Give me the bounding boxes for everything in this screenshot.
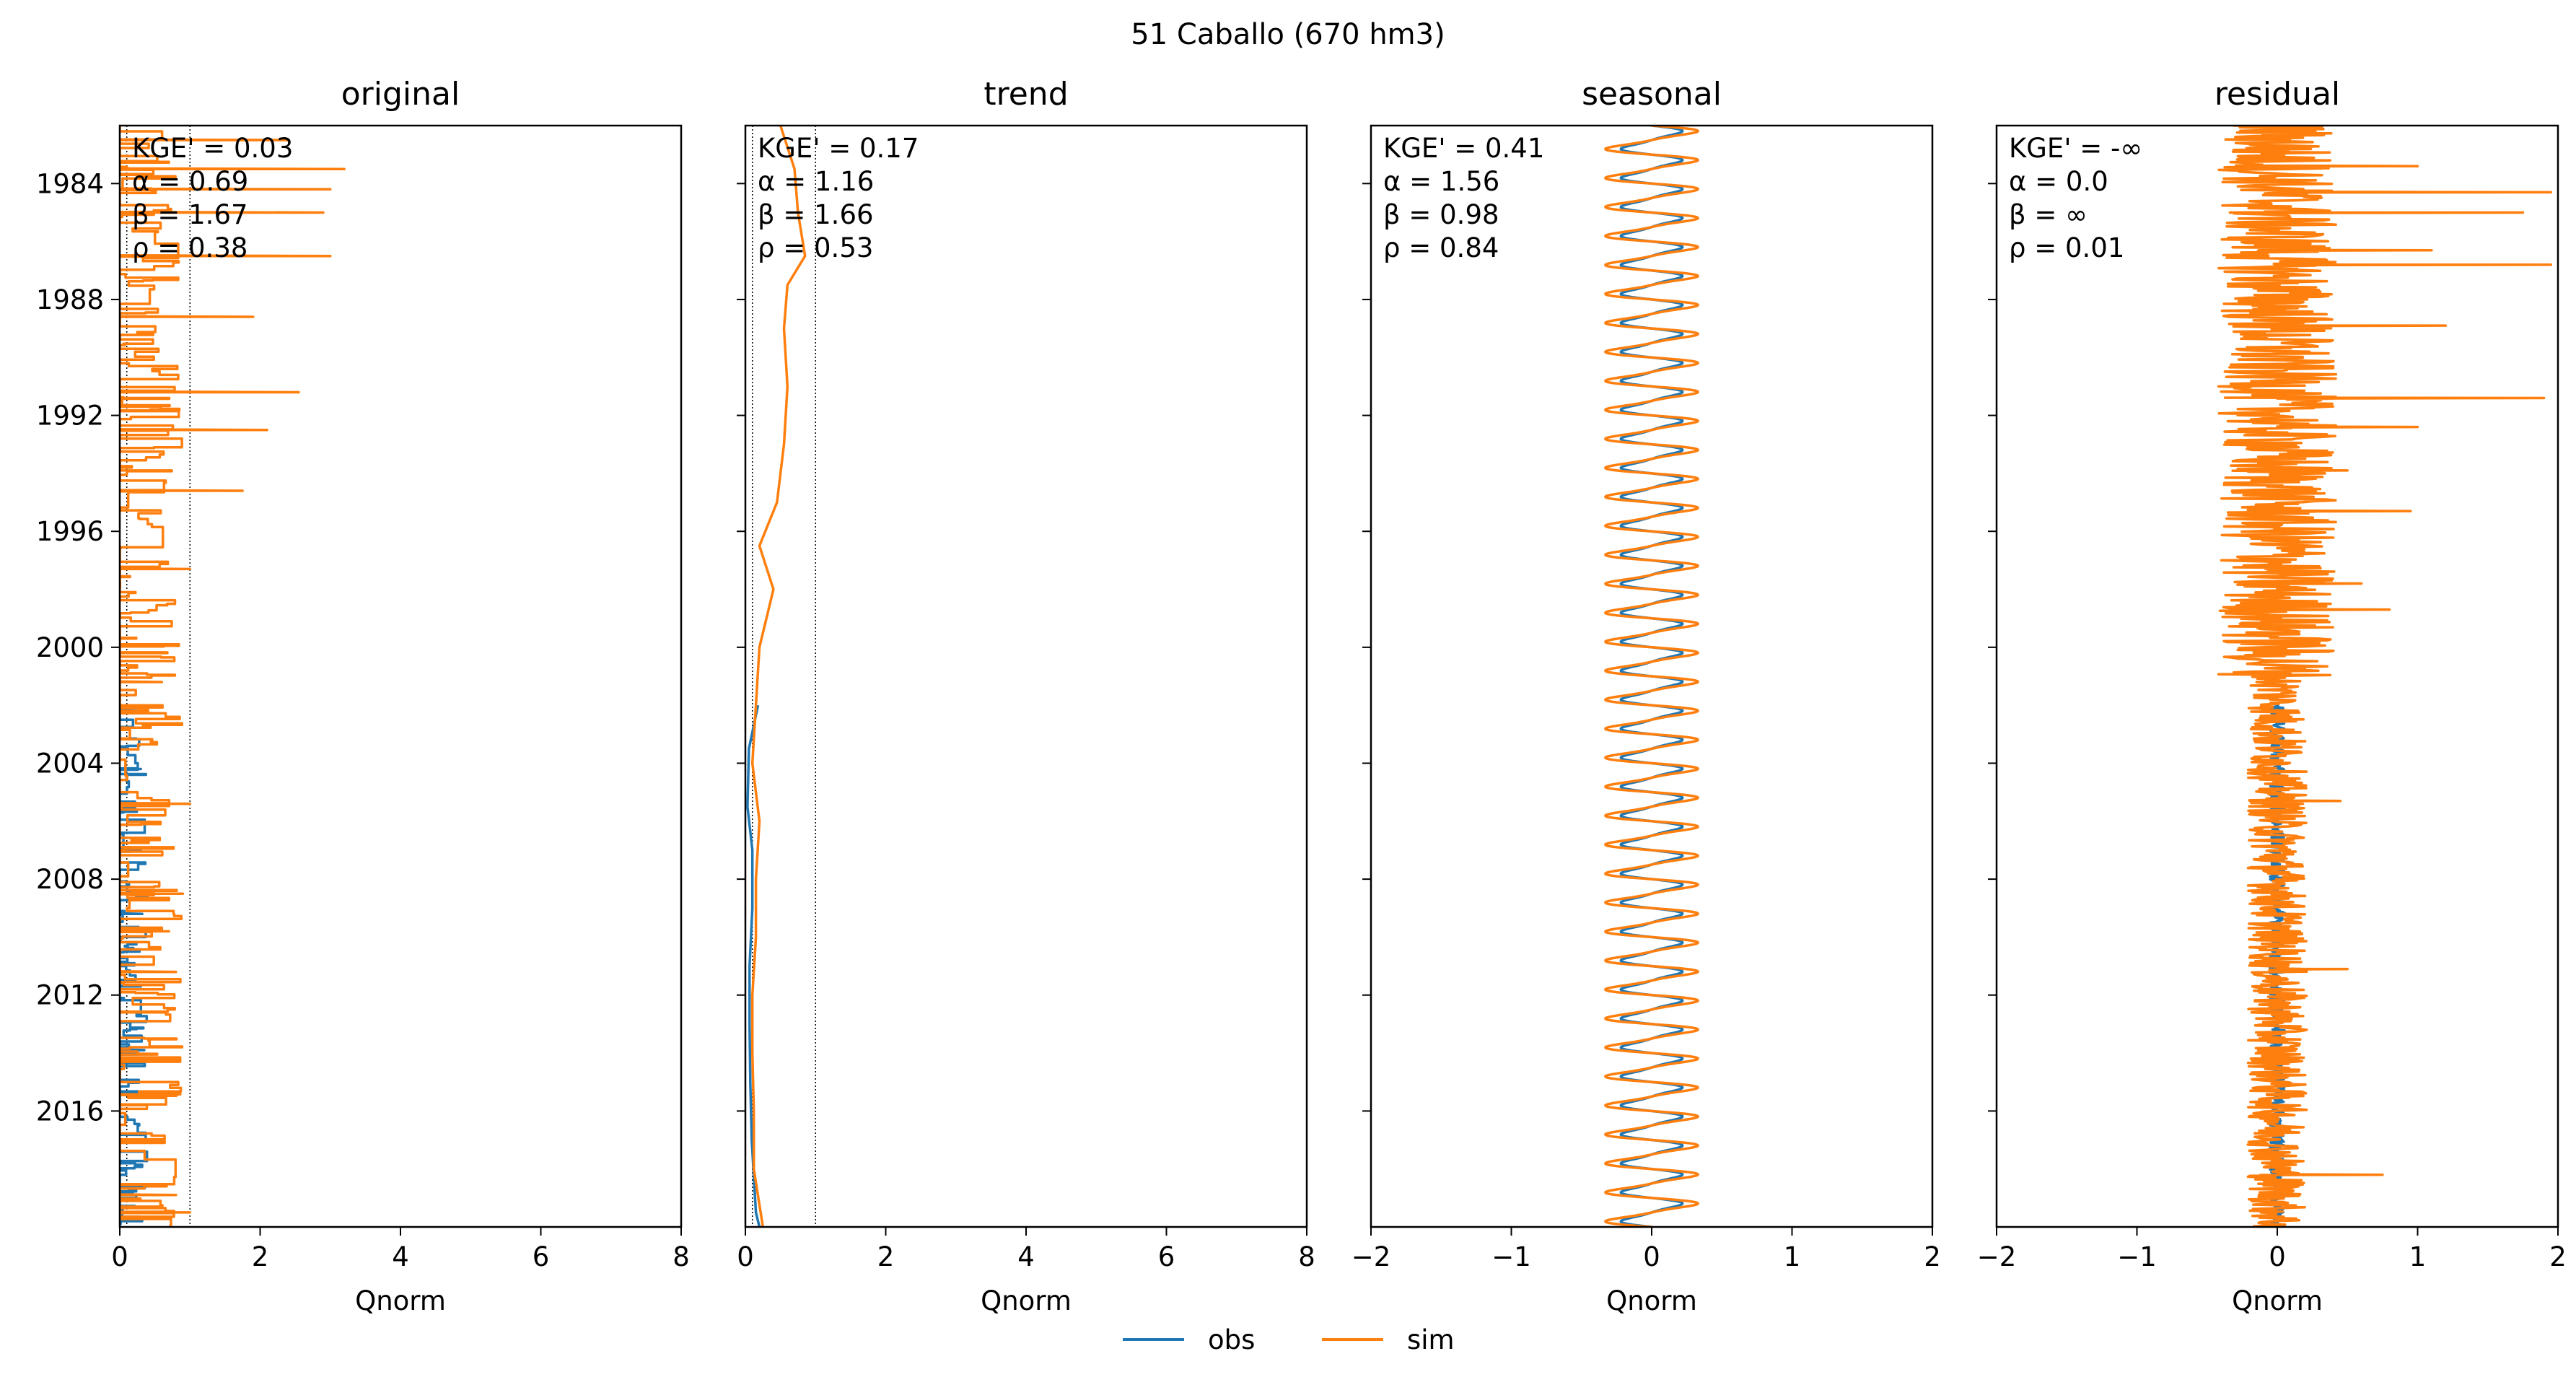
metric-2: β = 1.66	[758, 199, 874, 230]
x-axis-label-trend: Qnorm	[981, 1285, 1072, 1316]
y-tick-label: 2012	[36, 980, 104, 1011]
metric-3: ρ = 0.84	[1383, 232, 1499, 263]
x-tick-label: 0	[111, 1241, 128, 1272]
metric-2: β = 1.67	[132, 199, 248, 230]
plot-frame-original	[118, 124, 683, 1228]
panel-trend: trend 0 2 4 6 8 Qnorm KGE' = 0.17α = 1.16β = 1.…	[737, 76, 1315, 1316]
metric-0: KGE' = 0.17	[758, 133, 919, 164]
metric-3: ρ = 0.01	[2009, 232, 2124, 263]
y-tick-label: 2016	[36, 1096, 104, 1127]
x-axis-label-seasonal: Qnorm	[1606, 1285, 1697, 1316]
plot-area-original	[120, 126, 346, 1227]
x-tick-label: 8	[673, 1241, 690, 1272]
x-axis-label-residual: Qnorm	[2232, 1285, 2323, 1316]
panel-seasonal: seasonal −2 −1 0 1 2 Qnorm KGE' = 0.41α = 1.56β…	[1351, 76, 1941, 1316]
y-tick-label: 1996	[36, 516, 104, 547]
plot-frame-trend	[744, 124, 1308, 1228]
metric-1: α = 0.0	[2009, 166, 2108, 197]
panel-title-residual: residual	[2214, 76, 2340, 113]
y-tick-label: 2004	[36, 748, 104, 779]
x-tick-label: −2	[1351, 1241, 1391, 1272]
series-sim-line	[750, 126, 807, 1227]
x-tick-label: 2	[2549, 1241, 2567, 1272]
x-tick-label: 1	[2409, 1241, 2427, 1272]
x-tick-label: −2	[1977, 1241, 2017, 1272]
metric-3: ρ = 0.53	[758, 232, 873, 263]
x-tick-label: 2	[252, 1241, 269, 1272]
x-tick-label: 4	[392, 1241, 409, 1272]
panel-title-seasonal: seasonal	[1582, 76, 1722, 113]
x-tick-label: 2	[877, 1241, 895, 1272]
metric-2: β = 0.98	[1383, 199, 1499, 230]
series-sim-line	[120, 126, 346, 1227]
x-tick-label: −1	[2117, 1241, 2157, 1272]
metric-0: KGE' = 0.41	[1383, 133, 1544, 164]
y-tick-label: 1988	[36, 284, 104, 315]
x-axis-label-original: Qnorm	[355, 1285, 446, 1316]
x-tick-label: 0	[2269, 1241, 2286, 1272]
x-tick-label: 4	[1017, 1241, 1035, 1272]
figure-title: 51 Caballo (670 hm3)	[1131, 18, 1445, 51]
metric-1: α = 0.69	[132, 166, 248, 197]
series-obs-line	[120, 704, 149, 1227]
legend-obs-label: obs	[1208, 1324, 1255, 1355]
panel-original: original 0 2 4 6 8 Qnorm 1984 1988 1992 1996 2000 20…	[36, 76, 690, 1316]
y-tick-label: 1992	[36, 401, 104, 432]
y-tick-label: 2000	[36, 632, 104, 663]
x-tick-label: 6	[533, 1241, 550, 1272]
x-tick-label: 2	[1924, 1241, 1941, 1272]
series-sim-line	[2217, 126, 2553, 1227]
x-tick-label: −1	[1491, 1241, 1531, 1272]
panel-title-original: original	[341, 76, 460, 113]
metric-0: KGE' = -∞	[2009, 133, 2142, 164]
metric-0: KGE' = 0.03	[132, 133, 293, 164]
series-sim-line	[1604, 126, 1699, 1227]
legend: obs sim	[1123, 1324, 1455, 1355]
y-tick-label: 1984	[36, 168, 104, 199]
panel-residual: residual −2 −1 0 1 2 Qnorm KGE' = -∞α = 0.0β = …	[1977, 76, 2567, 1316]
metric-3: ρ = 0.38	[132, 232, 247, 263]
plot-area-residual	[2217, 126, 2553, 1227]
legend-sim-label: sim	[1407, 1324, 1455, 1355]
metric-1: α = 1.56	[1383, 166, 1499, 197]
metric-1: α = 1.16	[758, 166, 874, 197]
x-tick-label: 1	[1784, 1241, 1801, 1272]
plot-area-seasonal	[1604, 126, 1699, 1227]
metric-2: β = ∞	[2009, 199, 2087, 230]
panel-title-trend: trend	[983, 76, 1068, 113]
x-tick-label: 0	[737, 1241, 754, 1272]
plot-area-trend	[746, 126, 816, 1227]
x-tick-label: 8	[1298, 1241, 1315, 1272]
y-tick-label: 2008	[36, 864, 104, 895]
x-tick-label: 6	[1158, 1241, 1175, 1272]
x-tick-label: 0	[1643, 1241, 1660, 1272]
